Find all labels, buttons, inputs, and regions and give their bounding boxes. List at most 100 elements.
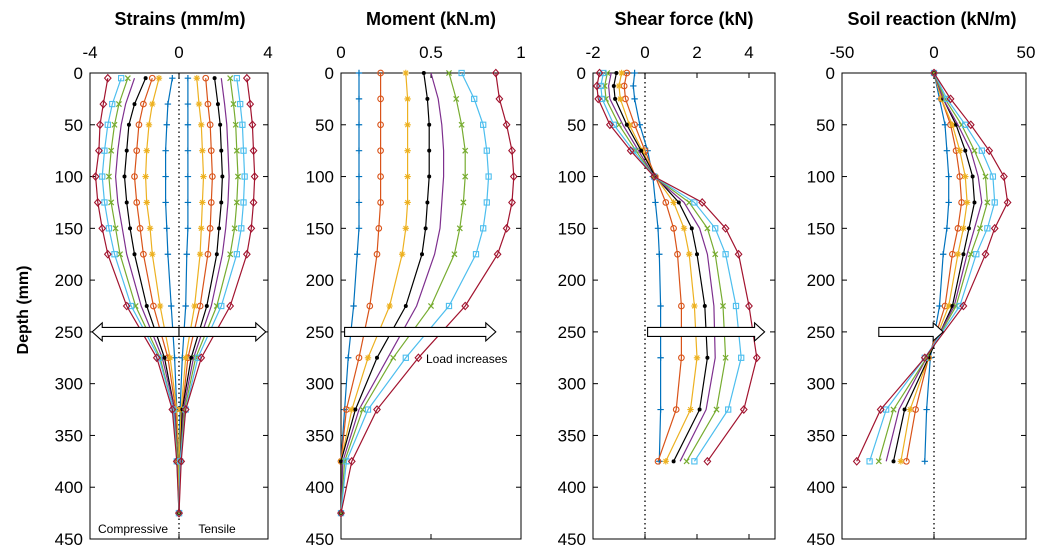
data-point xyxy=(128,226,133,231)
data-point xyxy=(662,458,669,465)
y-tick-label: 400 xyxy=(558,478,586,497)
data-point xyxy=(199,147,206,154)
data-point xyxy=(117,251,124,258)
data-point xyxy=(752,353,761,363)
series-line xyxy=(900,72,968,462)
data-point xyxy=(923,354,930,361)
data-point xyxy=(184,147,192,154)
data-point xyxy=(445,69,453,77)
annotation-compressive: Compressive xyxy=(98,522,168,536)
data-point xyxy=(654,457,662,465)
data-point xyxy=(118,75,125,82)
y-tick-label: 450 xyxy=(558,530,586,549)
data-point xyxy=(941,121,949,128)
y-tick-label: 450 xyxy=(807,530,835,549)
data-series xyxy=(620,69,685,465)
data-series xyxy=(340,72,445,514)
data-point xyxy=(404,147,411,154)
data-point xyxy=(739,405,748,414)
data-point xyxy=(404,173,411,180)
data-point xyxy=(390,354,397,361)
data-point xyxy=(219,148,224,153)
data-point xyxy=(99,173,106,180)
data-point xyxy=(233,75,240,82)
data-point xyxy=(402,225,409,232)
data-point xyxy=(232,121,239,128)
data-point xyxy=(206,121,214,129)
y-tick-label: 450 xyxy=(306,530,334,549)
data-point xyxy=(345,354,352,361)
data-point xyxy=(662,199,670,206)
data-point xyxy=(355,121,363,128)
data-point xyxy=(355,354,363,362)
y-tick-label: 0 xyxy=(325,64,334,83)
data-point xyxy=(427,122,432,127)
y-tick-label: 300 xyxy=(55,375,83,394)
data-point xyxy=(978,147,985,154)
data-point xyxy=(959,301,968,311)
data-point xyxy=(111,251,118,258)
data-point xyxy=(973,251,980,258)
data-point xyxy=(144,304,149,308)
data-point xyxy=(427,148,432,153)
chart-title: Moment (kN.m) xyxy=(366,9,496,29)
data-point xyxy=(598,95,606,103)
data-point xyxy=(963,199,971,206)
data-point xyxy=(639,148,644,153)
x-tick-label: -4 xyxy=(82,43,97,62)
series-line xyxy=(101,78,180,514)
data-point xyxy=(204,304,209,308)
y-tick-label: 200 xyxy=(306,271,334,290)
data-point xyxy=(373,405,381,414)
y-tick-label: 50 xyxy=(816,116,835,135)
data-point xyxy=(921,458,928,465)
data-point xyxy=(963,148,968,153)
data-point xyxy=(657,354,664,361)
data-point xyxy=(234,173,241,180)
data-point xyxy=(248,120,257,130)
series-line xyxy=(878,72,989,462)
y-tick-label: 50 xyxy=(315,116,334,135)
data-series xyxy=(175,75,241,517)
data-point xyxy=(985,146,994,156)
data-point xyxy=(240,199,247,206)
data-point xyxy=(657,406,664,413)
y-tick-label: 0 xyxy=(74,64,83,83)
data-point xyxy=(676,200,681,205)
y-tick-label: 350 xyxy=(807,426,835,445)
data-point xyxy=(427,174,432,179)
data-point xyxy=(96,120,104,130)
data-point xyxy=(738,354,745,361)
data-point xyxy=(156,302,164,310)
data-point xyxy=(897,458,905,465)
data-point xyxy=(670,224,677,232)
y-tick-label: 450 xyxy=(55,530,83,549)
y-tick-label: 0 xyxy=(826,64,835,83)
data-point xyxy=(246,99,255,109)
series-line xyxy=(340,72,466,514)
data-point xyxy=(866,458,873,465)
y-tick-label: 200 xyxy=(55,271,83,290)
data-point xyxy=(122,174,127,179)
data-series xyxy=(337,69,363,517)
data-point xyxy=(348,406,355,413)
data-point xyxy=(902,407,907,412)
data-point xyxy=(126,122,131,127)
y-tick-label: 400 xyxy=(807,478,835,497)
data-point xyxy=(364,406,372,413)
data-point xyxy=(199,199,206,206)
y-tick-label: 150 xyxy=(807,219,835,238)
data-series xyxy=(114,78,180,514)
series-line xyxy=(340,72,490,514)
data-series xyxy=(885,72,983,462)
data-point xyxy=(128,302,135,310)
data-point xyxy=(508,146,516,156)
data-point xyxy=(112,225,119,232)
x-tick-label: 0 xyxy=(929,43,938,62)
data-point xyxy=(242,249,251,259)
data-point xyxy=(614,71,619,75)
data-point xyxy=(169,74,176,82)
data-point xyxy=(195,100,203,108)
data-point xyxy=(173,406,180,413)
x-tick-label: 50 xyxy=(1017,43,1036,62)
